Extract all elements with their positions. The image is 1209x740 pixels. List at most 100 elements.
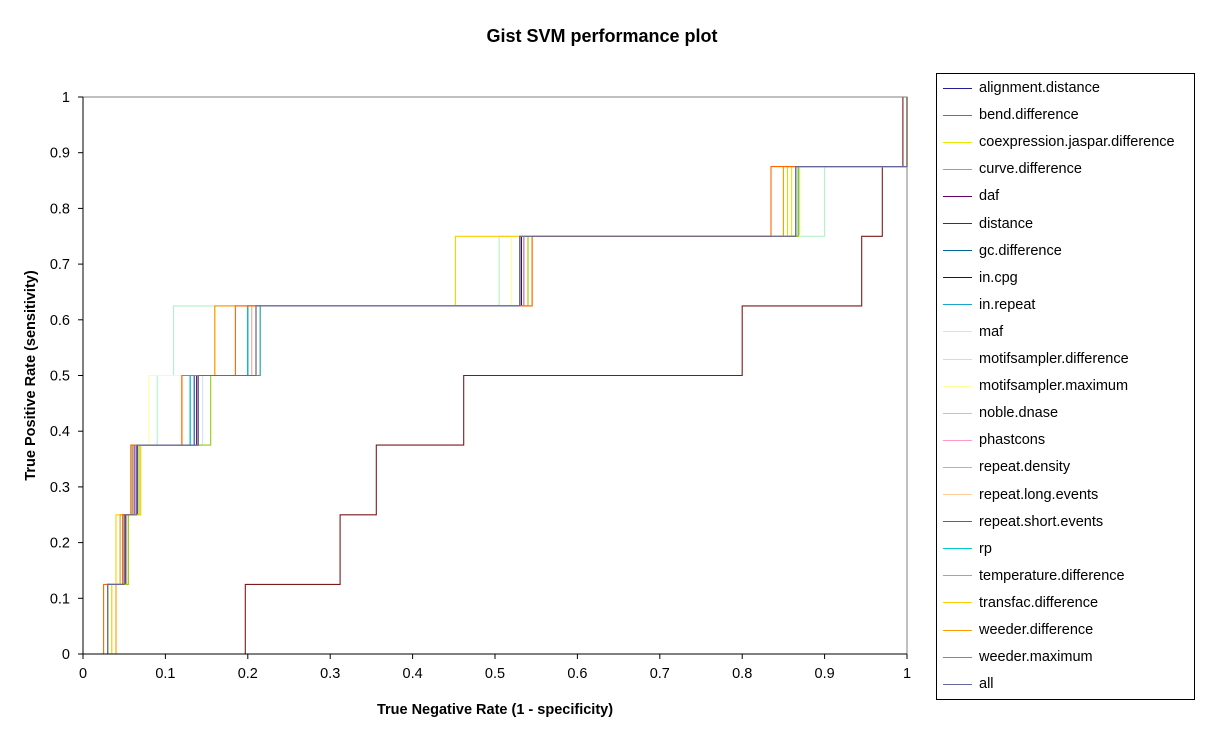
legend-entry: motifsampler.difference	[943, 349, 1129, 369]
legend-entry: daf	[943, 186, 999, 206]
legend-label: distance	[979, 215, 1034, 232]
x-tick-label: 0.2	[238, 666, 258, 682]
legend-entry: repeat.density	[943, 457, 1070, 477]
legend-entry: coexpression.jaspar.difference	[943, 132, 1175, 152]
legend-swatch	[943, 494, 972, 495]
legend-swatch	[943, 629, 972, 631]
series-line-all	[107, 97, 908, 654]
y-tick-label: 0.8	[50, 201, 70, 217]
legend-entry: phastcons	[943, 430, 1045, 450]
legend-entry: curve.difference	[943, 159, 1082, 179]
legend-entry: all	[943, 674, 994, 694]
legend-entry: noble.dnase	[943, 403, 1058, 423]
x-tick-label: 0.6	[567, 666, 587, 682]
legend-entry: in.cpg	[943, 268, 1018, 288]
legend-label: all	[979, 676, 994, 693]
legend-label: motifsampler.difference	[979, 351, 1129, 367]
legend-swatch	[943, 277, 972, 279]
x-tick-label: 0.3	[320, 666, 340, 682]
legend-label: temperature.difference	[979, 567, 1125, 584]
legend-swatch	[943, 439, 972, 441]
legend-entry: transfac.difference	[943, 593, 1098, 613]
y-tick-label: 0.6	[50, 313, 70, 329]
legend-swatch	[943, 575, 972, 577]
legend-swatch	[943, 331, 972, 333]
legend-label: bend.difference	[979, 107, 1079, 124]
legend-swatch	[943, 683, 972, 685]
legend-swatch	[943, 250, 972, 252]
legend-swatch	[943, 602, 972, 604]
legend-label: motifsampler.maximum	[979, 378, 1129, 395]
legend-label: weeder.difference	[979, 622, 1094, 638]
legend-entry: temperature.difference	[943, 566, 1125, 586]
legend-label: phastcons	[979, 432, 1046, 449]
legend-label: alignment.distance	[979, 80, 1100, 96]
legend-entry: maf	[943, 322, 1003, 342]
chart-title: Gist SVM performance plot	[486, 26, 718, 46]
x-axis-label: True Negative Rate (1 - specificity)	[377, 702, 613, 718]
series-curves	[103, 96, 908, 654]
legend-label: maf	[979, 323, 1004, 340]
x-tick-label: 0.1	[155, 666, 175, 682]
y-tick-label: 0.7	[50, 257, 70, 273]
legend-entry: in.repeat	[943, 295, 1035, 315]
y-tick-label: 0.9	[50, 146, 70, 162]
legend-label: coexpression.jaspar.difference	[979, 134, 1175, 151]
legend-entry: repeat.long.events	[943, 485, 1098, 505]
x-tick-label: 0.8	[732, 666, 752, 682]
legend-entry: motifsampler.maximum	[943, 376, 1128, 396]
legend-swatch	[943, 223, 972, 224]
legend-swatch	[943, 168, 972, 170]
legend-entry: repeat.short.events	[943, 512, 1103, 532]
legend-swatch	[943, 87, 972, 89]
legend-swatch	[943, 304, 972, 306]
y-axis-label: True Positive Rate (sensitivity)	[23, 270, 39, 480]
legend-swatch	[943, 466, 972, 468]
legend-label: in.repeat	[979, 296, 1036, 313]
legend-label: weeder.maximum	[979, 649, 1093, 666]
legend-label: daf	[979, 188, 1000, 205]
legend-swatch	[943, 141, 972, 143]
x-tick-label: 0.5	[485, 666, 505, 682]
legend-swatch	[943, 358, 972, 360]
y-tick-label: 0.2	[50, 536, 70, 552]
legend-swatch	[943, 548, 972, 550]
legend-label: repeat.long.events	[979, 486, 1099, 503]
legend-swatch	[943, 114, 972, 116]
legend-entry: bend.difference	[943, 105, 1079, 125]
legend-entry: alignment.distance	[943, 78, 1100, 98]
legend-label: rp	[979, 540, 992, 557]
series-line-distance	[244, 96, 907, 654]
legend-entry: weeder.maximum	[943, 647, 1093, 667]
legend-swatch	[943, 412, 972, 414]
roc-chart: 0 0.1 0.2 0.3 0.4 0.5 0.6 0.7 0.8 0.9 1 0 0.1 0.2 0.3 0…	[23, 90, 911, 718]
legend-label: noble.dnase	[979, 405, 1059, 422]
y-tick-label: 0.4	[50, 424, 70, 440]
y-tick-label: 1	[62, 90, 70, 106]
x-tick-label: 0	[79, 666, 87, 682]
x-tick-label: 1	[903, 666, 911, 682]
legend-entry: rp	[943, 539, 992, 559]
legend-swatch	[943, 656, 972, 658]
y-tick-label: 0	[62, 647, 70, 663]
y-tick-label: 0.3	[50, 480, 70, 496]
legend-label: transfac.difference	[979, 594, 1099, 611]
x-tick-label: 0.9	[815, 666, 835, 682]
legend-label: repeat.short.events	[979, 513, 1104, 530]
legend-entry: gc.difference	[943, 241, 1062, 261]
legend-entry: distance	[943, 214, 1033, 234]
legend-label: curve.difference	[979, 161, 1082, 178]
legend-swatch	[943, 521, 972, 523]
legend-label: in.cpg	[979, 269, 1018, 286]
axes: 0 0.1 0.2 0.3 0.4 0.5 0.6 0.7 0.8 0.9 1 0 0.1 0.2 0.3 0…	[50, 90, 911, 682]
x-tick-label: 0.4	[403, 666, 423, 682]
legend: alignment.distance bend.difference coexpre…	[936, 73, 1195, 700]
legend-label: gc.difference	[979, 242, 1062, 259]
legend-swatch	[943, 195, 972, 197]
x-tick-label: 0.7	[650, 666, 670, 682]
y-tick-label: 0.1	[50, 591, 70, 607]
legend-label: repeat.density	[979, 459, 1071, 476]
legend-swatch	[943, 385, 972, 387]
legend-entry: weeder.difference	[943, 620, 1093, 640]
y-tick-label: 0.5	[50, 369, 70, 385]
